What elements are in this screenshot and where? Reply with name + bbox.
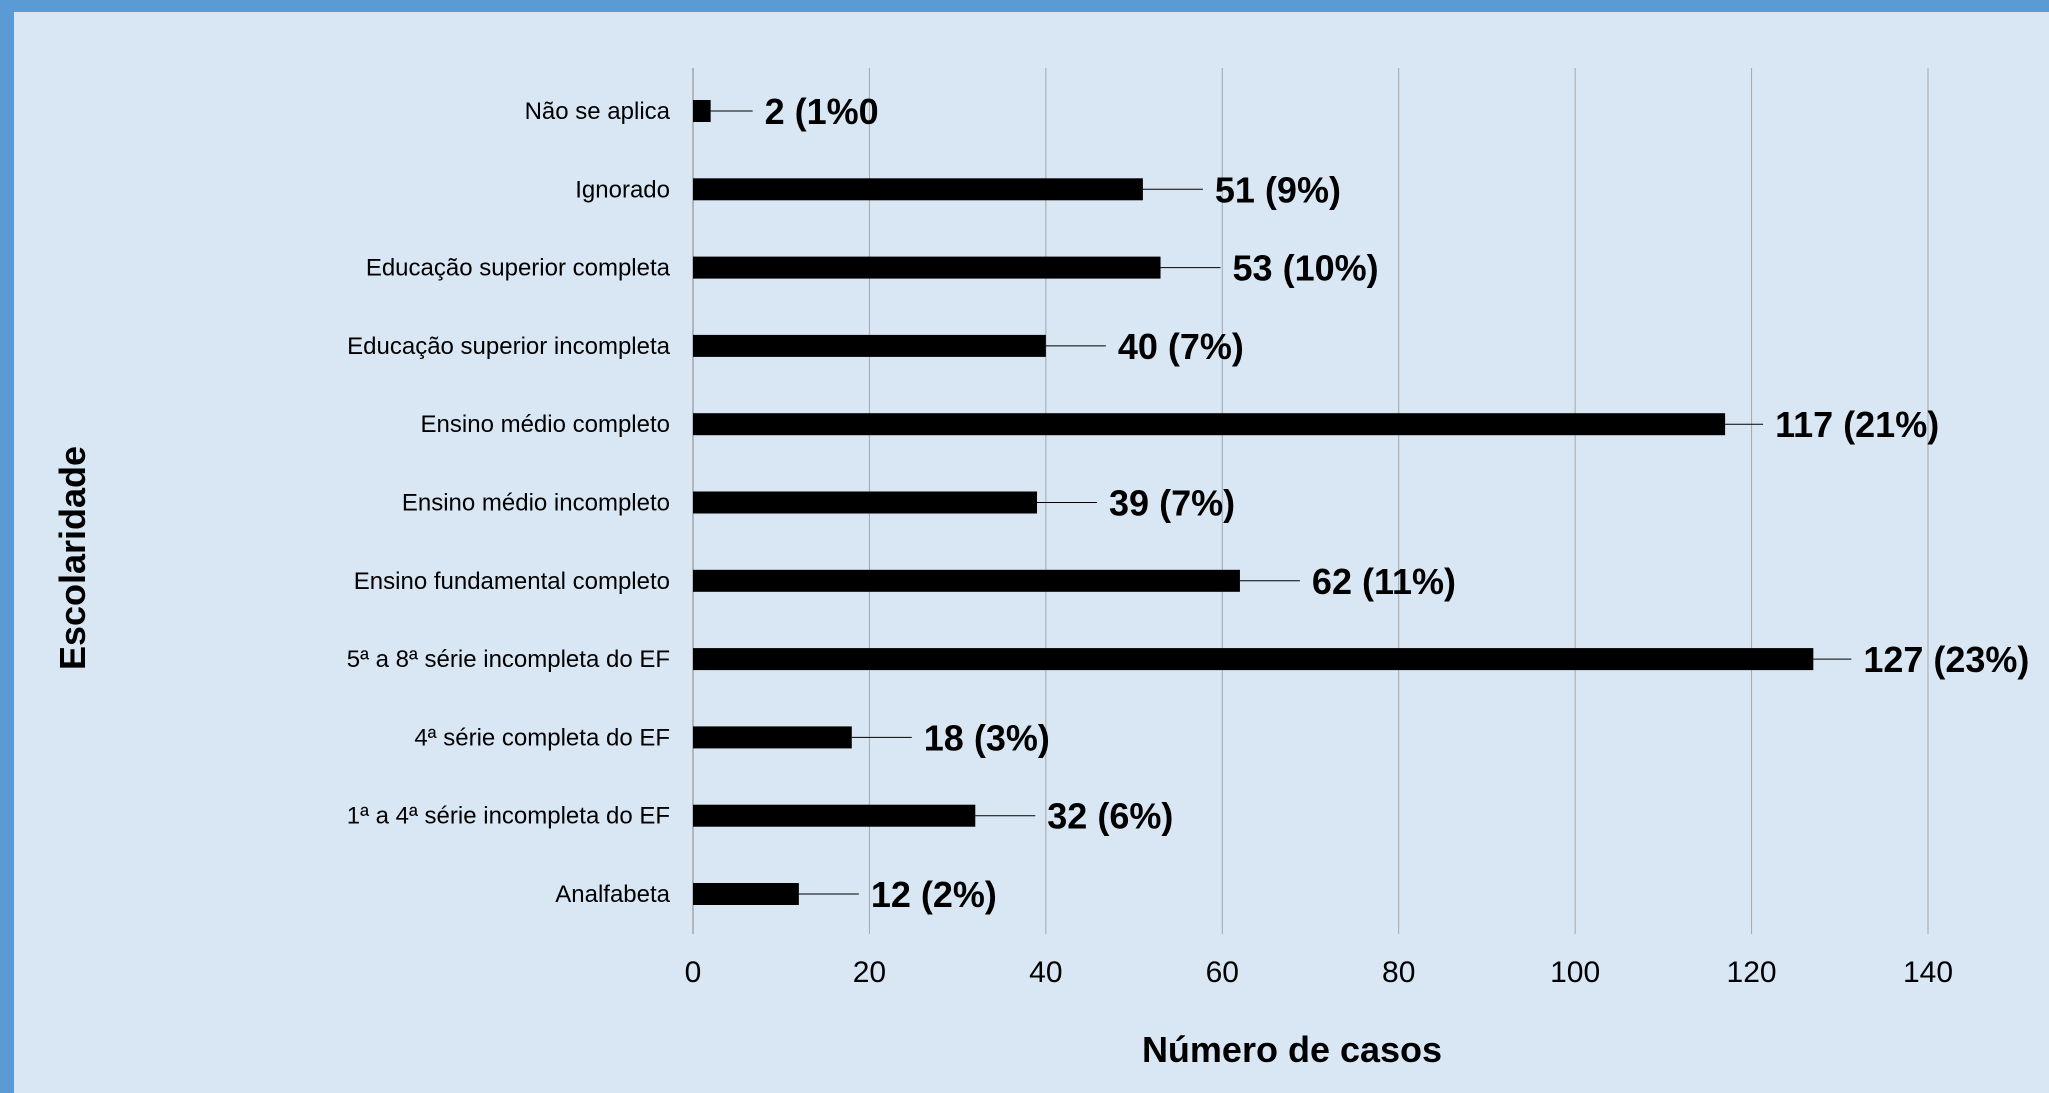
- category-label: 1ª a 4ª série incompleta do EF: [347, 803, 670, 830]
- bar: [693, 100, 711, 122]
- category-label: Ensino médio incompleto: [402, 490, 670, 517]
- data-labels: 2 (1%0 51 (9%) 53 (10%) 40 (7%) 117 (21%) 39 …: [765, 91, 2030, 915]
- bar: [693, 491, 1038, 514]
- category-label: Ignorado: [575, 176, 670, 203]
- bar: [693, 648, 1814, 671]
- leader-lines: [710, 110, 1852, 895]
- category-label: Ensino médio completo: [421, 411, 670, 438]
- category-labels: Não se aplica Ignorado Educação superior c…: [347, 98, 671, 908]
- data-label: 51 (9%): [1215, 169, 1341, 210]
- category-label: Não se aplica: [525, 98, 671, 125]
- bar: [693, 413, 1726, 436]
- x-tick-label: 120: [1727, 956, 1777, 989]
- category-label: Ensino fundamental completo: [354, 568, 670, 595]
- bar: [693, 178, 1143, 201]
- bar: [693, 726, 852, 749]
- data-label: 39 (7%): [1109, 483, 1235, 524]
- x-tick-label: 100: [1550, 956, 1600, 989]
- x-axis-title: Número de casos: [1142, 1029, 1442, 1070]
- data-label: 2 (1%0: [765, 91, 879, 132]
- y-axis-title: Escolaridade: [52, 446, 93, 670]
- bar: [693, 804, 976, 827]
- data-label: 53 (10%): [1233, 248, 1379, 289]
- data-label: 40 (7%): [1118, 326, 1244, 367]
- category-label: 4ª série completa do EF: [414, 724, 670, 751]
- data-label: 127 (23%): [1863, 639, 2029, 680]
- data-label: 62 (11%): [1312, 561, 1456, 602]
- category-label: Educação superior completa: [366, 255, 671, 282]
- bar: [693, 883, 799, 905]
- x-tick-labels: 0 20 40 60 80 100 120 140: [685, 956, 1953, 989]
- bar: [693, 334, 1046, 357]
- data-label: 117 (21%): [1775, 404, 1939, 445]
- data-label: 18 (3%): [924, 717, 1050, 758]
- gridlines: [692, 68, 1929, 934]
- data-label: 12 (2%): [871, 874, 997, 915]
- x-tick-label: 0: [685, 956, 702, 989]
- bar: [693, 569, 1240, 592]
- bar: [693, 256, 1161, 279]
- category-label: 5ª a 8ª série incompleta do EF: [347, 646, 670, 673]
- x-tick-label: 40: [1029, 956, 1062, 989]
- x-tick-label: 60: [1206, 956, 1239, 989]
- x-tick-label: 80: [1382, 956, 1415, 989]
- data-label: 32 (6%): [1047, 796, 1173, 837]
- category-label: Analfabeta: [555, 881, 670, 908]
- bars: [693, 100, 1814, 905]
- x-tick-label: 140: [1903, 956, 1953, 989]
- x-tick-label: 20: [853, 956, 886, 989]
- category-label: Educação superior incompleta: [347, 333, 671, 360]
